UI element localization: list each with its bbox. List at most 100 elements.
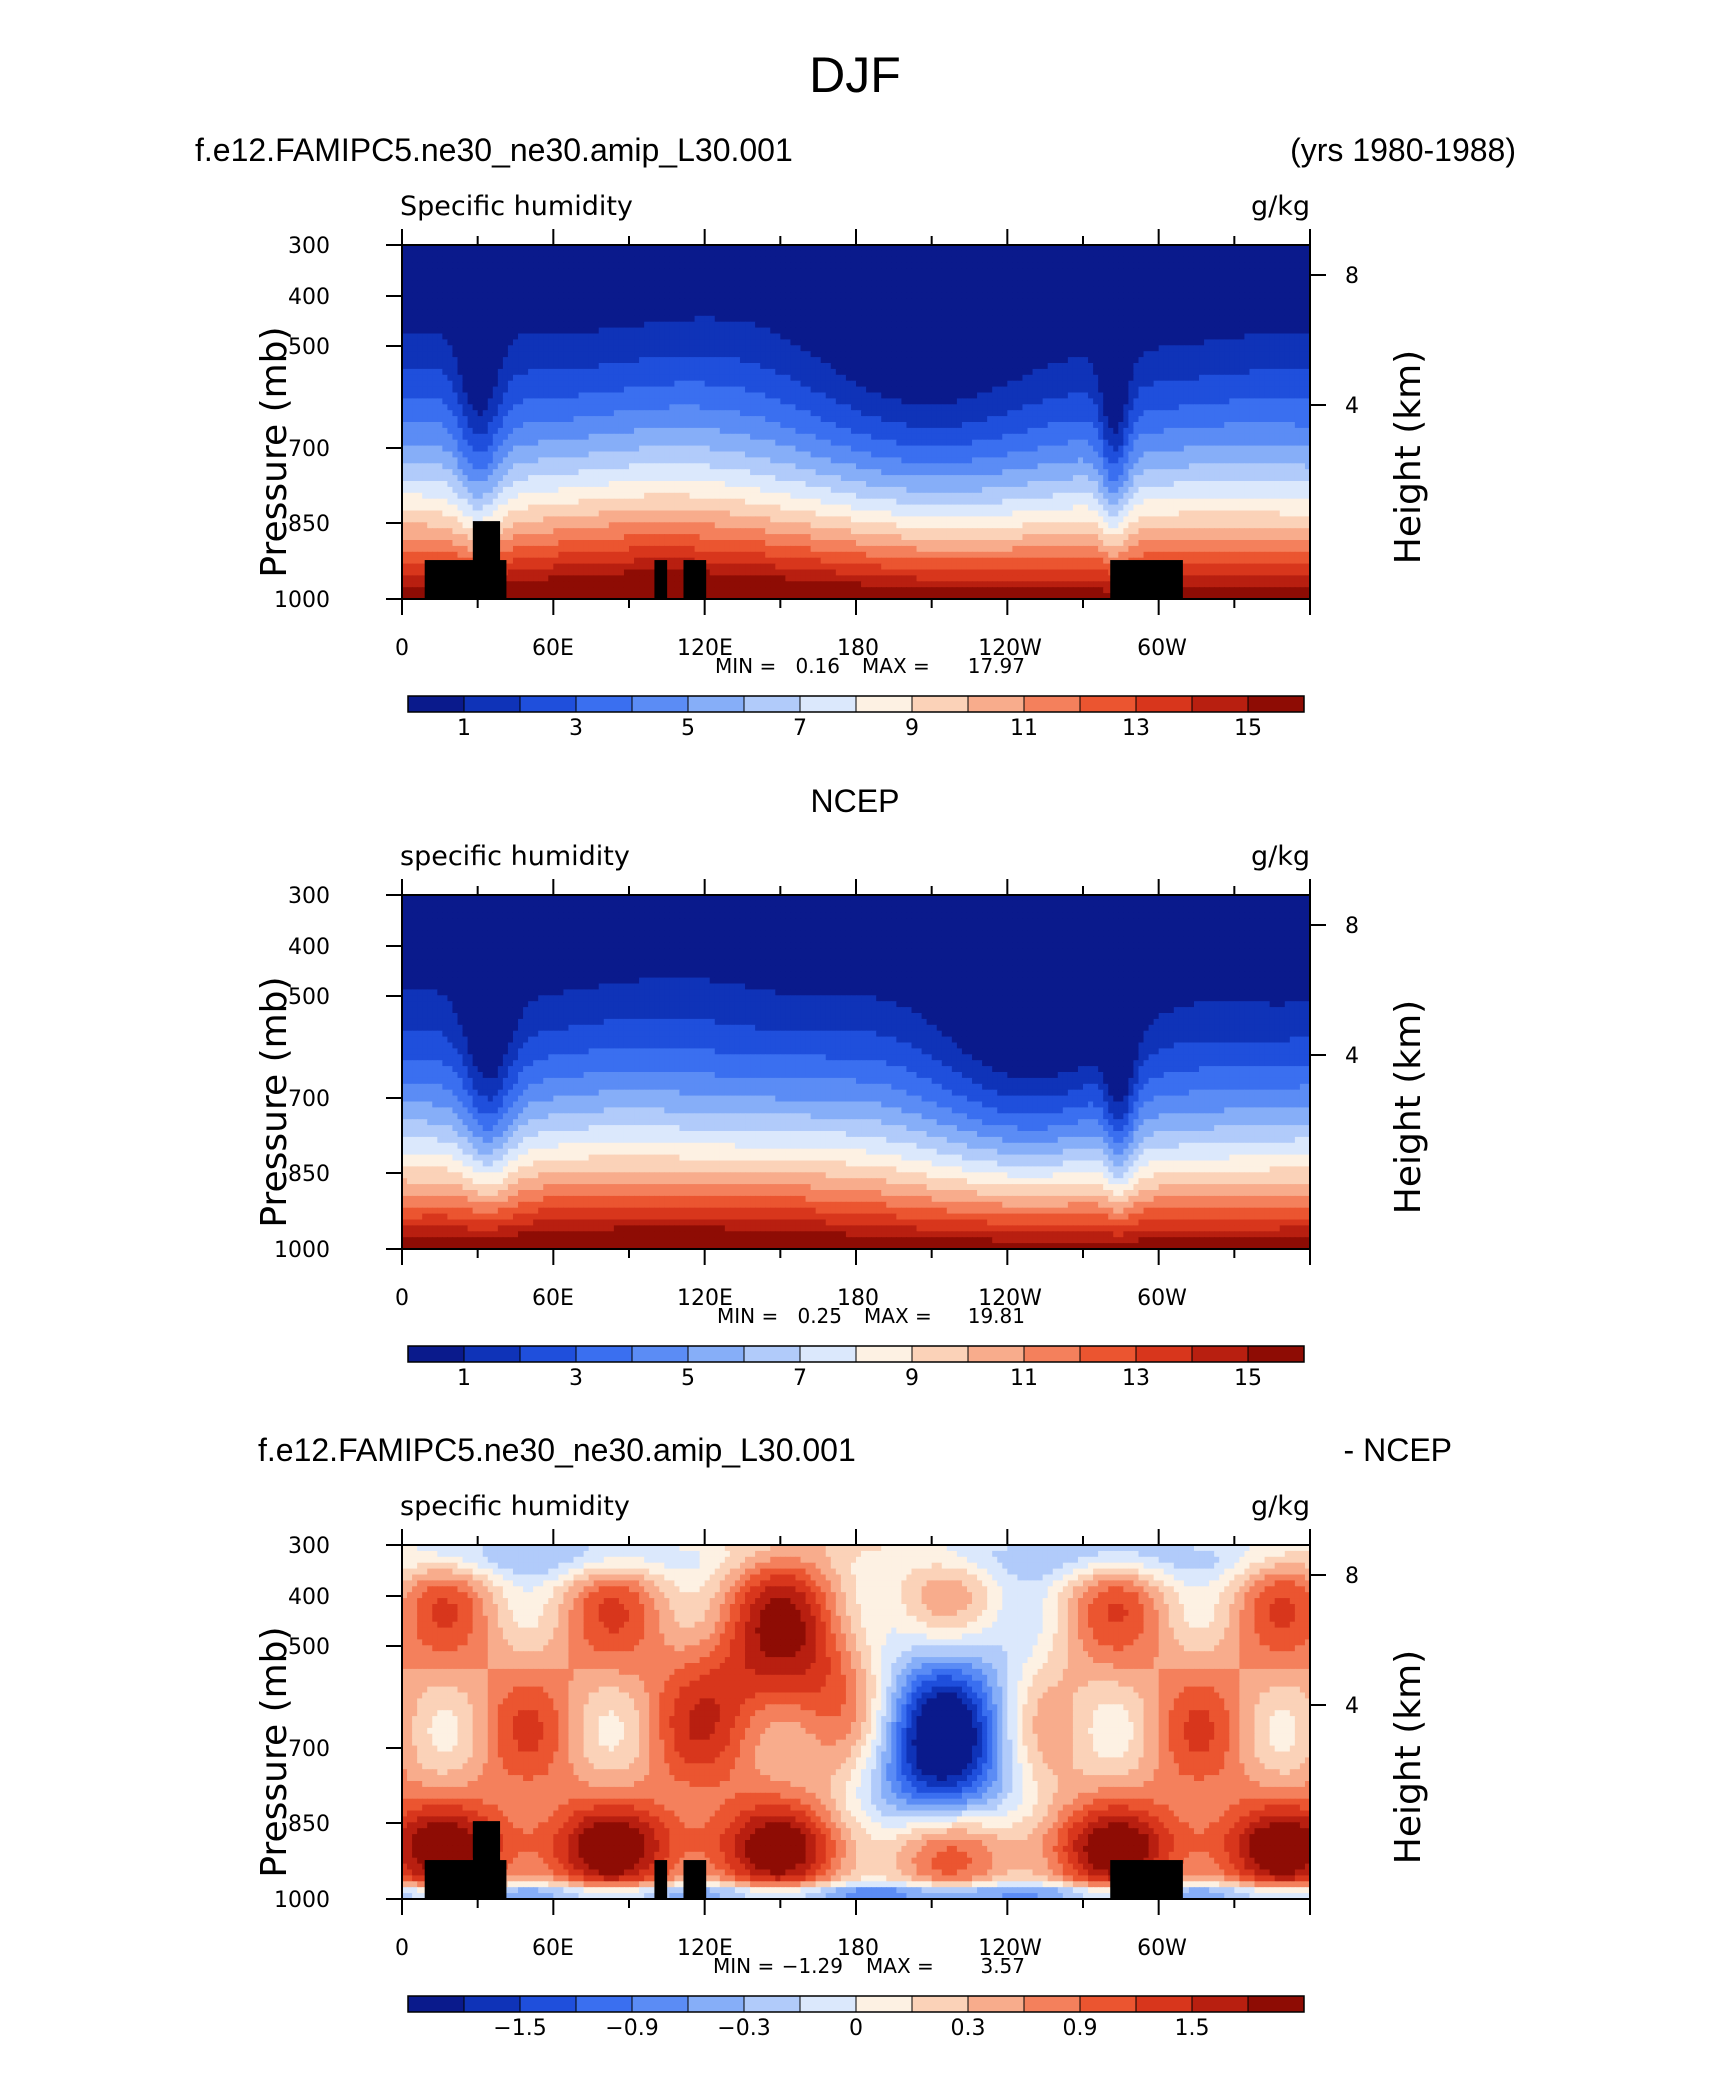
contour-cell xyxy=(492,321,499,329)
contour-cell xyxy=(719,315,726,323)
contour-cell xyxy=(558,250,565,258)
contour-cell xyxy=(719,298,726,305)
contour-cell xyxy=(1244,327,1251,335)
contour-cell xyxy=(462,274,469,281)
contour-cell xyxy=(482,380,489,388)
contour-cell xyxy=(457,298,464,305)
contour-cell xyxy=(1188,327,1195,335)
contour-cell xyxy=(437,280,443,287)
contour-cell xyxy=(896,298,902,305)
contour-cell xyxy=(1304,304,1311,311)
contour-cell xyxy=(835,386,842,394)
contour-cell xyxy=(750,315,756,323)
contour-cell xyxy=(1017,256,1024,264)
contour-cell xyxy=(1077,268,1084,276)
contour-cell xyxy=(1264,286,1271,293)
contour-cell xyxy=(432,363,438,370)
contour-cell xyxy=(487,309,494,317)
contour-cell xyxy=(523,374,529,382)
contour-cell xyxy=(492,309,499,317)
contour-cell xyxy=(1158,386,1165,394)
contour-cell xyxy=(835,327,842,335)
contour-cell xyxy=(462,345,469,352)
contour-cell xyxy=(654,333,660,340)
contour-cell xyxy=(689,268,696,276)
contour-cell xyxy=(936,363,943,370)
contour-cell xyxy=(982,280,988,287)
contour-cell xyxy=(977,363,983,370)
contour-cell xyxy=(1188,250,1195,258)
contour-cell xyxy=(492,274,499,281)
contour-cell xyxy=(452,250,459,258)
contour-cell xyxy=(1284,398,1291,405)
contour-cell xyxy=(911,333,918,340)
contour-cell xyxy=(664,357,670,364)
contour-cell xyxy=(770,321,776,329)
contour-cell xyxy=(745,315,751,323)
contour-cell xyxy=(689,245,696,252)
contour-cell xyxy=(1219,398,1225,405)
contour-cell xyxy=(714,250,721,258)
contour-cell xyxy=(598,250,605,258)
contour-cell xyxy=(1289,321,1296,329)
contour-cell xyxy=(745,286,751,293)
contour-cell xyxy=(422,304,428,311)
contour-cell xyxy=(578,315,585,323)
contour-cell xyxy=(507,292,514,299)
contour-cell xyxy=(765,250,771,258)
contour-cell xyxy=(921,333,928,340)
contour-cell xyxy=(553,351,559,358)
contour-cell xyxy=(840,386,847,394)
contour-cell xyxy=(775,398,781,405)
contour-cell xyxy=(1188,280,1195,287)
contour-cell xyxy=(881,280,887,287)
contour-cell xyxy=(724,351,731,358)
contour-cell xyxy=(1289,286,1296,293)
contour-cell xyxy=(936,368,943,376)
contour-cell xyxy=(724,274,731,281)
contour-cell xyxy=(1209,374,1215,382)
contour-cell xyxy=(1012,357,1019,364)
contour-cell xyxy=(538,315,544,323)
contour-cell xyxy=(1077,262,1084,270)
contour-cell xyxy=(639,321,645,329)
contour-cell xyxy=(1259,392,1266,399)
contour-cell xyxy=(1153,298,1160,305)
contour-cell xyxy=(845,351,852,358)
contour-cell xyxy=(1083,351,1089,358)
contour-cell xyxy=(956,380,963,388)
contour-cell xyxy=(649,262,655,270)
contour-cell xyxy=(1098,374,1104,382)
contour-cell xyxy=(1042,315,1049,323)
contour-cell xyxy=(407,286,413,293)
contour-cell xyxy=(921,351,928,358)
contour-cell xyxy=(533,292,539,299)
contour-cell xyxy=(477,327,484,335)
contour-cell xyxy=(1002,386,1008,394)
contour-cell xyxy=(977,268,983,276)
contour-cell xyxy=(845,398,852,405)
contour-cell xyxy=(1284,250,1291,258)
contour-cell xyxy=(639,333,645,340)
contour-cell xyxy=(422,368,428,376)
contour-cell xyxy=(618,298,625,305)
contour-cell xyxy=(1067,250,1074,258)
contour-cell xyxy=(422,298,428,305)
contour-cell xyxy=(1188,386,1195,394)
contour-cell xyxy=(765,309,771,317)
contour-cell xyxy=(871,262,877,270)
contour-cell xyxy=(674,351,681,358)
contour-cell xyxy=(497,315,504,323)
contour-cell xyxy=(856,374,862,382)
contour-cell xyxy=(1209,292,1215,299)
contour-cell xyxy=(654,274,660,281)
contour-cell xyxy=(911,345,918,352)
contour-cell xyxy=(820,304,827,311)
contour-cell xyxy=(1244,339,1251,346)
contour-cell xyxy=(447,245,454,252)
contour-cell xyxy=(1047,274,1054,281)
contour-cell xyxy=(931,368,938,376)
contour-cell xyxy=(533,333,539,340)
contour-cell xyxy=(972,380,978,388)
contour-cell xyxy=(523,327,529,335)
